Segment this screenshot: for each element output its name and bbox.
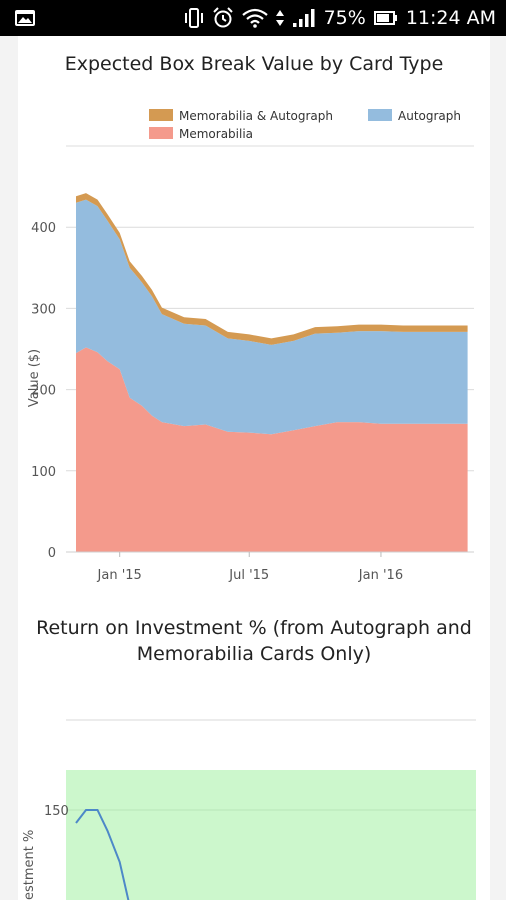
chart2-y-tick: 150 xyxy=(44,804,69,819)
alarm-icon xyxy=(212,7,234,29)
chart1-area-memorabilia-autograph xyxy=(76,193,468,345)
chart1-x-ticks: Jan '15 Jul '15 Jan '16 xyxy=(66,551,474,583)
chart1-x-tick: Jul '15 xyxy=(228,568,269,583)
legend-item: Autograph xyxy=(398,109,461,123)
chart-page[interactable]: Expected Box Break Value by Card Type Re… xyxy=(18,36,490,900)
chart2-plot-background xyxy=(66,770,476,900)
chart-title: Return on Investment % (from Autograph a… xyxy=(36,617,472,665)
legend-item: Memorabilia & Autograph xyxy=(179,109,333,123)
clock-time: 11:24 AM xyxy=(405,7,496,29)
vibrate-icon xyxy=(184,7,204,29)
data-arrows-icon xyxy=(275,8,284,28)
battery-percent: 75% xyxy=(323,7,366,29)
chart1-areas xyxy=(76,193,468,552)
legend-item: Memorabilia xyxy=(179,127,253,141)
chart1-y-tick: 400 xyxy=(31,221,56,236)
chart1-area-memorabilia xyxy=(76,347,468,552)
chart1-y-tick: 0 xyxy=(48,546,56,561)
chart1-legend: Memorabilia & Autograph Autograph Memora… xyxy=(149,109,461,141)
chart2-line xyxy=(75,809,130,900)
chart1-y-tick: 300 xyxy=(31,302,56,317)
image-notification-icon xyxy=(14,9,36,32)
wifi-icon xyxy=(241,8,268,28)
chart1-x-tick: Jan '16 xyxy=(358,568,403,583)
battery-icon xyxy=(373,10,398,26)
charts-canvas: 0 100 200 300 400 Jan '15 Jul '15 Jan '16 Valu… xyxy=(22,109,476,900)
chart1-y-ticks: 0 100 200 300 400 xyxy=(31,221,56,561)
chart-title: Expected Box Break Value by Card Type xyxy=(64,53,444,75)
chart2-y-axis-label: estment % xyxy=(22,830,37,900)
chart1-y-tick: 100 xyxy=(31,465,56,480)
chart1-area-autograph xyxy=(76,199,468,435)
legend-swatch-autograph xyxy=(368,109,392,121)
chart1-y-axis-label: Value ($) xyxy=(27,349,42,407)
chart1-y-tick: 200 xyxy=(31,384,56,399)
chart1-x-tick: Jan '15 xyxy=(97,568,142,583)
signal-icon xyxy=(292,8,316,28)
status-bar: 75% 11:24 AM xyxy=(0,0,506,36)
legend-swatch-memorabilia xyxy=(149,127,173,139)
legend-swatch-memorabilia-autograph xyxy=(149,109,173,121)
